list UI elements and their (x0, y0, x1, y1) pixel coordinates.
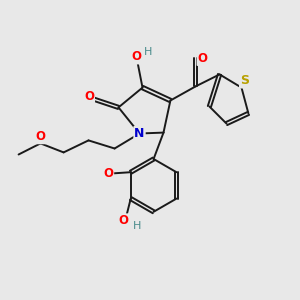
Text: O: O (35, 130, 46, 143)
Text: O: O (131, 50, 142, 64)
Text: N: N (134, 127, 145, 140)
Text: O: O (197, 52, 208, 65)
Text: H: H (133, 220, 141, 231)
Text: O: O (103, 167, 113, 180)
Text: S: S (240, 74, 249, 88)
Text: O: O (84, 90, 94, 104)
Text: H: H (144, 46, 152, 57)
Text: O: O (119, 214, 129, 227)
